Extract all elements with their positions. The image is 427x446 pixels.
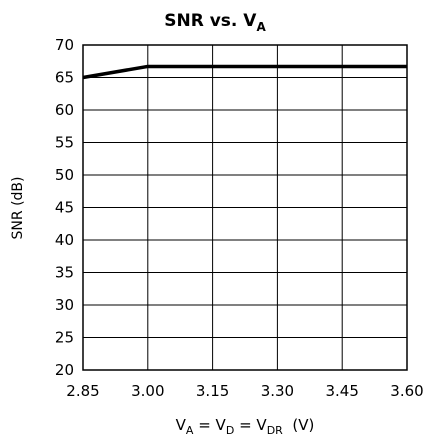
chart-title-subscript: A [256,20,266,34]
x-tick-label: 3.30 [261,382,294,400]
x-axis-label-subscript: DR [267,424,283,437]
y-tick-label: 60 [55,101,74,119]
x-tick-label: 3.60 [390,382,423,400]
y-tick-label: 65 [55,69,74,87]
y-axis-label: SNR (dB) [10,177,26,240]
y-tick-label: 35 [55,264,74,282]
x-tick-label: 2.85 [66,382,99,400]
series-line [82,64,407,80]
x-axis-label: VA = VD = VDR (V) [176,416,315,437]
chart-title: SNR vs. VA [164,11,266,34]
x-axis-label-part: = V [193,416,226,434]
x-tick-label: 3.45 [325,382,358,400]
y-tick-label: 30 [55,296,74,314]
y-tick-label: 25 [55,329,74,347]
x-axis-label-part: = V [234,416,267,434]
x-axis-label-part: V [176,416,187,434]
grid-lines [82,44,408,371]
y-tick-label: 45 [55,199,74,217]
y-tick-label: 50 [55,166,74,184]
x-axis-label-part: (V) [283,416,315,434]
x-tick-label: 3.15 [196,382,229,400]
y-tick-label: 70 [55,36,74,54]
y-tick-labels: 20 25 30 35 40 45 50 55 60 65 70 [55,36,74,379]
y-tick-label: 20 [55,361,74,379]
y-tick-label: 55 [55,134,74,152]
x-tick-labels: 2.85 3.00 3.15 3.30 3.45 3.60 [66,382,423,400]
y-tick-label: 40 [55,231,74,249]
chart-title-main: SNR vs. V [164,11,257,31]
x-axis-label-subscript: A [186,424,194,437]
x-tick-label: 3.00 [131,382,164,400]
series-layer [82,64,407,80]
plot-frame [82,44,408,371]
x-axis-label-subscript: D [226,424,234,437]
